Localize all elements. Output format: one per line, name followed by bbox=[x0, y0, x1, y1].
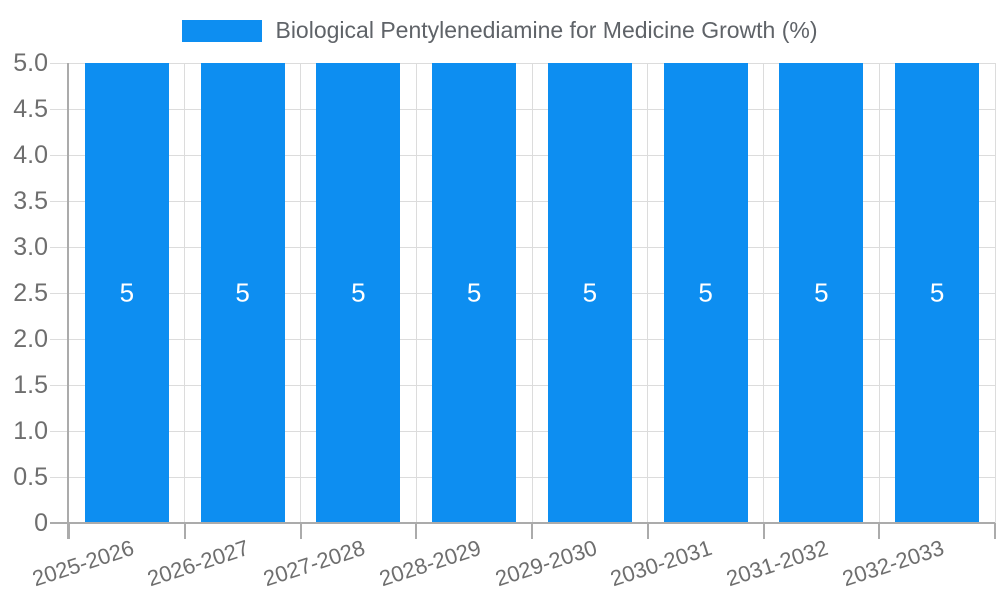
y-tick-label: 0.5 bbox=[13, 463, 48, 491]
x-axis-tick bbox=[415, 523, 418, 539]
grid-line-horizontal bbox=[50, 476, 995, 478]
bar-value-label: 5 bbox=[814, 277, 829, 308]
grid-line-vertical bbox=[300, 63, 301, 523]
x-axis-line bbox=[50, 522, 995, 524]
grid-line-horizontal bbox=[50, 200, 995, 202]
chart-legend[interactable]: Biological Pentylenediamine for Medicine… bbox=[0, 17, 1000, 44]
bar[interactable]: 5 bbox=[200, 63, 285, 523]
x-axis-tick bbox=[646, 523, 649, 539]
legend-label: Biological Pentylenediamine for Medicine… bbox=[275, 17, 818, 43]
x-axis-tick bbox=[762, 523, 765, 539]
y-tick-label: 2.5 bbox=[13, 279, 48, 307]
grid-line-vertical bbox=[763, 63, 764, 523]
grid-line-horizontal bbox=[50, 62, 995, 64]
x-tick-label: 2027-2028 bbox=[260, 535, 369, 592]
bar-value-label: 5 bbox=[235, 277, 250, 308]
bar[interactable]: 5 bbox=[432, 63, 517, 523]
bar-value-label: 5 bbox=[582, 277, 598, 308]
x-tick-label: 2030-2031 bbox=[607, 535, 716, 592]
y-tick-label: 3.5 bbox=[13, 187, 48, 215]
x-axis-tick bbox=[878, 523, 881, 539]
grid-line-vertical bbox=[878, 63, 880, 523]
y-axis-line bbox=[67, 63, 69, 539]
bar-value-label: 5 bbox=[929, 277, 945, 308]
y-tick-label: 1.0 bbox=[13, 417, 48, 445]
bar[interactable]: 5 bbox=[779, 63, 864, 523]
y-tick-label: 5.0 bbox=[13, 49, 48, 77]
grid-line-horizontal bbox=[50, 338, 995, 340]
bar-value-label: 5 bbox=[119, 277, 135, 308]
bar[interactable]: 5 bbox=[663, 63, 748, 523]
bar-value-label: 5 bbox=[466, 277, 482, 308]
y-tick-label: 2.0 bbox=[13, 325, 48, 353]
y-tick-label: 1.5 bbox=[13, 371, 48, 399]
grid-line-horizontal bbox=[50, 246, 995, 248]
y-tick-label: 4.0 bbox=[13, 141, 48, 169]
bar[interactable]: 5 bbox=[316, 63, 401, 523]
x-tick-label: 2032-2033 bbox=[839, 535, 947, 592]
x-tick-label: 2026-2027 bbox=[144, 535, 253, 592]
x-tick-label: 2028-2029 bbox=[376, 535, 484, 592]
x-tick-label: 2029-2030 bbox=[491, 535, 600, 592]
grid-line-vertical bbox=[994, 63, 996, 523]
y-tick-label: 0 bbox=[34, 509, 48, 537]
legend-swatch bbox=[182, 19, 263, 42]
grid-line-vertical bbox=[415, 63, 417, 523]
x-tick-label: 2025-2026 bbox=[28, 535, 137, 592]
x-axis-tick bbox=[531, 523, 533, 539]
grid-line-vertical bbox=[647, 63, 649, 523]
y-tick-label: 3.0 bbox=[13, 233, 48, 261]
grid-line-horizontal bbox=[50, 108, 995, 110]
x-axis-tick bbox=[299, 523, 302, 539]
bar[interactable]: 5 bbox=[547, 63, 632, 523]
x-axis-tick bbox=[994, 523, 996, 539]
y-tick-label: 4.5 bbox=[13, 95, 48, 123]
grid-line-horizontal bbox=[50, 154, 995, 156]
bar-value-label: 5 bbox=[351, 277, 366, 308]
x-axis-tick bbox=[68, 523, 70, 539]
grid-line-vertical bbox=[184, 63, 186, 523]
x-tick-label: 2031-2032 bbox=[723, 535, 832, 592]
grid-line-horizontal bbox=[50, 384, 995, 386]
bar[interactable]: 5 bbox=[84, 63, 169, 523]
grid-line-horizontal bbox=[50, 292, 995, 294]
bar[interactable]: 5 bbox=[895, 63, 980, 523]
grid-line-vertical bbox=[531, 63, 533, 523]
x-axis-tick bbox=[183, 523, 186, 539]
bar-value-label: 5 bbox=[698, 277, 713, 308]
grid-line-horizontal bbox=[50, 430, 995, 432]
